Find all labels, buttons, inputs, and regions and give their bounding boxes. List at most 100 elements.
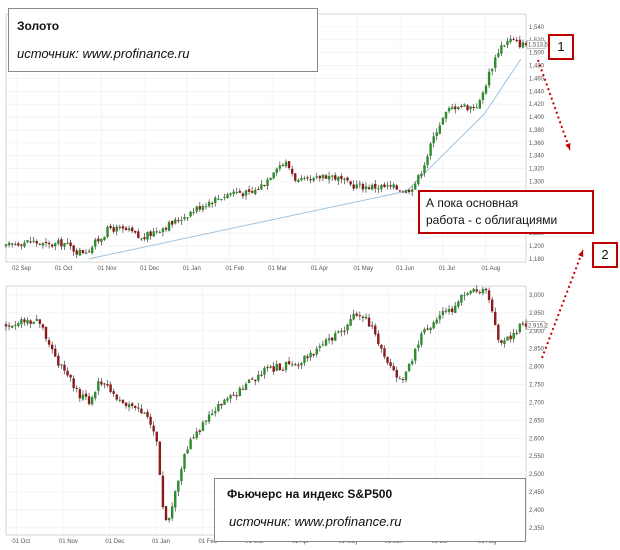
- gold-candle-body: [275, 168, 278, 173]
- sp500-candle-body: [441, 311, 445, 315]
- gold-candle-body: [14, 243, 17, 245]
- gold-title-box: Золото источник: www.profinance.ru: [8, 8, 318, 72]
- gold-candle-body: [94, 239, 97, 247]
- gold-candle-body: [334, 175, 337, 180]
- gold-candle-body: [374, 183, 377, 189]
- gold-candle-body: [167, 222, 171, 231]
- gold-candle-body: [54, 243, 57, 247]
- gold-candle-body: [432, 136, 435, 144]
- sp500-candle-body: [509, 335, 512, 340]
- sp500-candle-body: [346, 324, 349, 331]
- sp500-candle-body: [226, 398, 229, 401]
- gold-candle-body: [189, 211, 192, 217]
- sp500-candle-body: [260, 374, 263, 376]
- sp500-candle-body: [318, 346, 322, 348]
- sp500-candle-body: [115, 394, 118, 400]
- gold-candle-body: [324, 175, 328, 179]
- gold-candle-body: [232, 191, 235, 195]
- gold-y-tick: 1,220: [529, 231, 545, 237]
- sp500-candle-body: [460, 294, 463, 303]
- gold-candle-body: [47, 242, 51, 245]
- gold-candle-body: [340, 175, 343, 180]
- gold-candle-body: [198, 206, 202, 210]
- sp500-candle-body: [303, 355, 306, 363]
- sp500-candle-body: [244, 383, 248, 390]
- gold-candle-body: [124, 227, 128, 231]
- gold-candle-body: [226, 194, 229, 199]
- sp500-y-tick: 2,900: [529, 329, 545, 335]
- sp500-candle-body: [287, 361, 291, 365]
- gold-candle-body: [207, 201, 211, 207]
- sp500-candle-body: [152, 425, 155, 432]
- sp500-candle-body: [137, 407, 140, 409]
- sp500-candle-body: [355, 313, 358, 316]
- gold-candle-body: [367, 187, 371, 190]
- gold-candle-body: [352, 184, 355, 189]
- gold-y-tick: 1,480: [529, 64, 545, 70]
- gold-candle-body: [146, 231, 149, 240]
- sp500-y-tick: 2,550: [529, 454, 545, 460]
- sp500-candle-body: [266, 367, 269, 369]
- gold-candle-body: [106, 226, 109, 237]
- sp500-y-tick: 3,000: [529, 293, 545, 299]
- gold-y-tick: 1,540: [529, 25, 545, 31]
- gold-candle-body: [143, 237, 146, 240]
- sp500-candle-body: [487, 290, 491, 301]
- sp500-candle-body: [321, 344, 325, 346]
- sp500-candle-body: [201, 422, 205, 431]
- gold-candle-body: [204, 206, 208, 208]
- gold-candle-body: [50, 244, 54, 247]
- gold-candle-body: [361, 184, 365, 190]
- sp500-candle-body: [69, 374, 72, 378]
- sp500-candle-body: [207, 414, 211, 422]
- sp500-candle-body: [506, 336, 509, 341]
- sp500-candle-body: [515, 332, 518, 334]
- gold-candle-body: [312, 178, 315, 181]
- sp500-candle-body: [155, 431, 158, 442]
- gold-candle-body: [29, 241, 32, 243]
- sp500-candle-body: [210, 413, 214, 416]
- gold-candle-body: [297, 179, 300, 182]
- gold-candle-body: [478, 100, 482, 109]
- gold-candle-body: [26, 240, 29, 243]
- gold-candle-body: [337, 176, 340, 181]
- gold-candle-body: [214, 197, 217, 204]
- gold-x-tick: 01 May: [353, 266, 373, 272]
- sp500-candle-body: [60, 364, 63, 366]
- gold-candle-body: [457, 106, 460, 110]
- gold-candle-body: [115, 226, 118, 232]
- gold-candle-body: [149, 231, 152, 236]
- sp500-candle-body: [29, 320, 32, 324]
- sp500-candle-body: [367, 317, 371, 327]
- gold-candle-body: [170, 220, 174, 225]
- sp500-x-tick: 01 Aug: [478, 539, 497, 545]
- gold-candle-body: [318, 175, 322, 179]
- sp500-title-box: Фьючерс на индекс S&P500 источник: www.p…: [214, 478, 526, 542]
- gold-candle-body: [17, 243, 20, 246]
- sp500-x-tick: 01 Feb: [199, 539, 218, 545]
- sp500-candle-body: [130, 403, 134, 406]
- sp500-candle-body: [161, 475, 165, 508]
- gold-candle-body: [343, 178, 346, 180]
- gold-candle-body: [254, 189, 257, 194]
- sp500-candle-body: [395, 370, 398, 378]
- sp500-candle-body: [417, 344, 420, 348]
- sp500-price-tag: [526, 321, 546, 330]
- gold-candle-body: [509, 38, 512, 42]
- sp500-candle-body: [32, 321, 35, 324]
- gold-candle-body: [35, 241, 38, 244]
- sp500-candle-body: [90, 397, 94, 405]
- gold-candle-body: [392, 184, 395, 188]
- gold-candle-body: [250, 191, 254, 193]
- gold-candle-body: [370, 184, 374, 190]
- gold-candle-body: [140, 238, 143, 240]
- gold-y-tick: 1,400: [529, 115, 545, 121]
- sp500-candle-body: [447, 308, 451, 312]
- sp500-candle-body: [26, 319, 29, 324]
- sp500-candle-body: [398, 378, 402, 380]
- gold-candle-body: [7, 242, 11, 246]
- sp500-candle-body: [352, 313, 355, 320]
- sp500-y-tick: 2,800: [529, 365, 545, 371]
- sp500-candle-body: [414, 348, 417, 361]
- sp500-candle-body: [429, 327, 432, 331]
